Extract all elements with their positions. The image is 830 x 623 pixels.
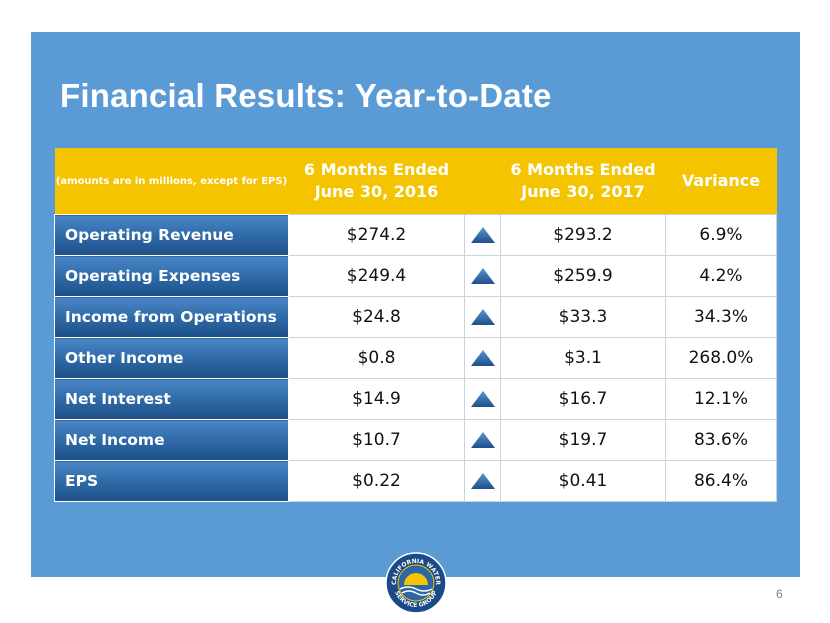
value-2017: $3.1 bbox=[500, 337, 666, 379]
up-arrow-icon bbox=[470, 227, 495, 243]
variance-value: 86.4% bbox=[665, 460, 777, 502]
table-row: Net Interest $14.9 $16.7 12.1% bbox=[54, 378, 777, 420]
header-2017-line2: June 30, 2017 bbox=[521, 182, 645, 201]
trend-cell bbox=[464, 419, 501, 461]
row-label: Net Interest bbox=[54, 378, 289, 420]
value-2017: $293.2 bbox=[500, 214, 666, 256]
financial-results-table: (amounts are in millions, except for EPS… bbox=[54, 148, 777, 502]
trend-cell bbox=[464, 255, 501, 297]
row-label: EPS bbox=[54, 460, 289, 502]
table-row: EPS $0.22 $0.41 86.4% bbox=[54, 460, 777, 502]
up-arrow-icon bbox=[470, 309, 495, 325]
up-arrow-icon bbox=[470, 268, 495, 284]
slide-title: Financial Results: Year-to-Date bbox=[60, 77, 552, 114]
slide-panel: Financial Results: Year-to-Date (amounts… bbox=[31, 32, 800, 577]
value-2016: $0.22 bbox=[288, 460, 465, 502]
variance-value: 34.3% bbox=[665, 296, 777, 338]
header-arrow-spacer bbox=[464, 148, 501, 215]
row-label: Income from Operations bbox=[54, 296, 289, 338]
trend-cell bbox=[464, 337, 501, 379]
header-variance: Variance bbox=[665, 148, 777, 215]
trend-cell bbox=[464, 460, 501, 502]
value-2017: $33.3 bbox=[500, 296, 666, 338]
variance-value: 268.0% bbox=[665, 337, 777, 379]
table-header-row: (amounts are in millions, except for EPS… bbox=[54, 148, 777, 215]
up-arrow-icon bbox=[470, 350, 495, 366]
row-label: Other Income bbox=[54, 337, 289, 379]
table-row: Operating Revenue $274.2 $293.2 6.9% bbox=[54, 214, 777, 256]
header-2016-line1: 6 Months Ended bbox=[303, 160, 450, 179]
value-2016: $274.2 bbox=[288, 214, 465, 256]
value-2016: $249.4 bbox=[288, 255, 465, 297]
table-row: Net Income $10.7 $19.7 83.6% bbox=[54, 419, 777, 461]
california-water-logo: CALIFORNIA WATER SERVICE GROUP bbox=[385, 552, 447, 614]
trend-cell bbox=[464, 214, 501, 256]
table-row: Income from Operations $24.8 $33.3 34.3% bbox=[54, 296, 777, 338]
value-2016: $24.8 bbox=[288, 296, 465, 338]
row-label: Net Income bbox=[54, 419, 289, 461]
variance-value: 4.2% bbox=[665, 255, 777, 297]
up-arrow-icon bbox=[470, 432, 495, 448]
trend-cell bbox=[464, 378, 501, 420]
value-2017: $19.7 bbox=[500, 419, 666, 461]
table-row: Other Income $0.8 $3.1 268.0% bbox=[54, 337, 777, 379]
up-arrow-icon bbox=[470, 391, 495, 407]
value-2017: $16.7 bbox=[500, 378, 666, 420]
row-label: Operating Expenses bbox=[54, 255, 289, 297]
variance-value: 12.1% bbox=[665, 378, 777, 420]
header-note: (amounts are in millions, except for EPS… bbox=[54, 148, 289, 215]
variance-value: 83.6% bbox=[665, 419, 777, 461]
value-2017: $0.41 bbox=[500, 460, 666, 502]
value-2017: $259.9 bbox=[500, 255, 666, 297]
header-2017: 6 Months Ended June 30, 2017 bbox=[500, 148, 666, 215]
page-number: 6 bbox=[776, 587, 783, 601]
variance-value: 6.9% bbox=[665, 214, 777, 256]
header-2017-line1: 6 Months Ended bbox=[510, 160, 656, 179]
header-2016: 6 Months Ended June 30, 2016 bbox=[288, 148, 465, 215]
table-row: Operating Expenses $249.4 $259.9 4.2% bbox=[54, 255, 777, 297]
value-2016: $0.8 bbox=[288, 337, 465, 379]
header-2016-line2: June 30, 2016 bbox=[314, 182, 439, 201]
trend-cell bbox=[464, 296, 501, 338]
value-2016: $14.9 bbox=[288, 378, 465, 420]
row-label: Operating Revenue bbox=[54, 214, 289, 256]
up-arrow-icon bbox=[470, 473, 495, 489]
value-2016: $10.7 bbox=[288, 419, 465, 461]
